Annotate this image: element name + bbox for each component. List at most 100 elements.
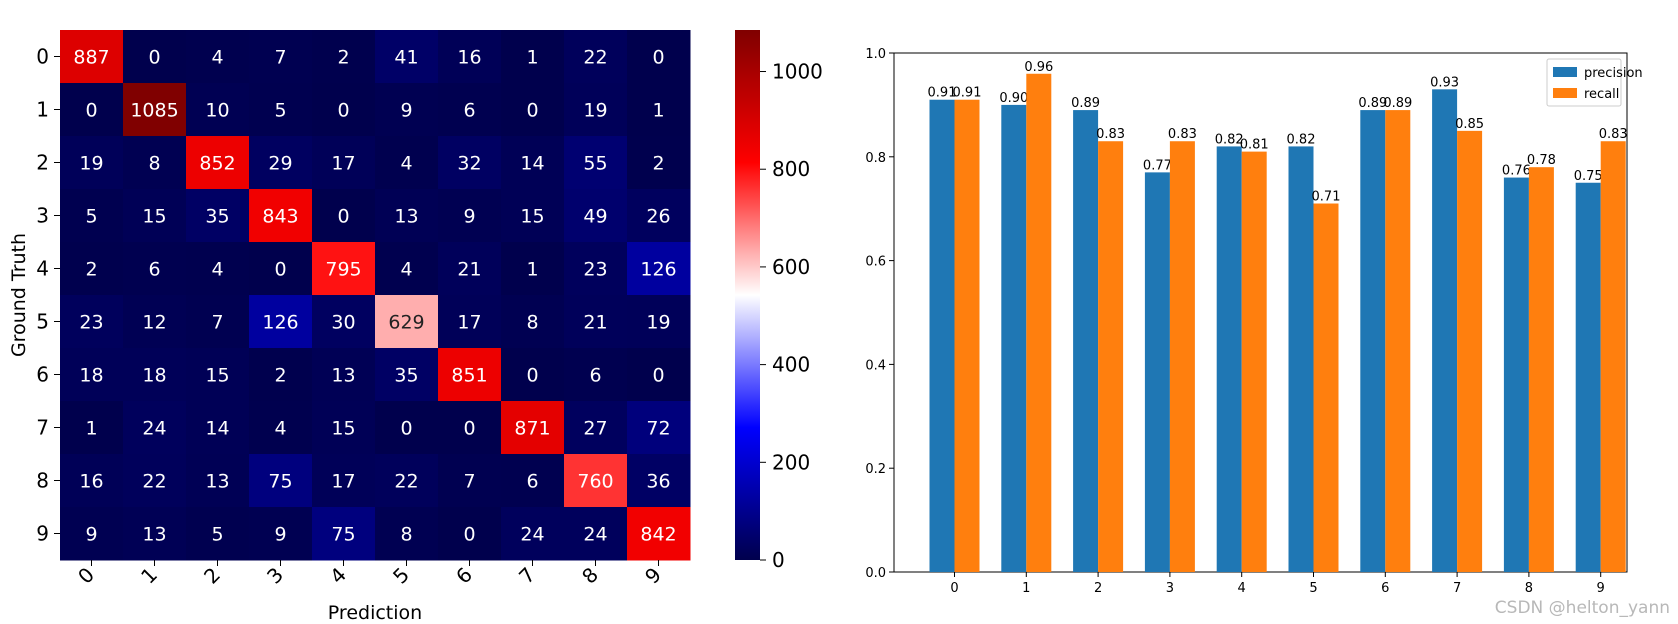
- x-tick-label: 8: [1525, 581, 1533, 596]
- heatmap-cell: [564, 136, 628, 190]
- x-tick-label: 7: [514, 563, 540, 589]
- heatmap-cell: [249, 401, 313, 455]
- cell-value-label: 843: [262, 206, 298, 228]
- heatmap-cell: [627, 348, 691, 402]
- heatmap-cell: [60, 30, 124, 84]
- recall-value-label: 0.83: [1096, 127, 1125, 142]
- y-tick-label: 0.0: [865, 566, 886, 581]
- cell-value-label: 32: [457, 153, 481, 175]
- heatmap-cell: [123, 507, 187, 561]
- heatmap-cell: [375, 454, 439, 508]
- cell-value-label: 0: [337, 100, 349, 122]
- heatmap-cell: [375, 83, 439, 137]
- cell-value-label: 8: [526, 312, 538, 334]
- recall-value-label: 0.85: [1455, 117, 1484, 132]
- y-tick-label: 1: [36, 98, 49, 122]
- heatmap-cell: [438, 136, 502, 190]
- cell-value-label: 10: [205, 100, 229, 122]
- recall-bar: [1098, 141, 1124, 573]
- heatmap-cell: [186, 507, 250, 561]
- heatmap-cell: [564, 401, 628, 455]
- cell-value-label: 21: [457, 259, 481, 281]
- cell-value-label: 760: [577, 471, 613, 493]
- cell-value-label: 2: [85, 259, 97, 281]
- cell-value-label: 0: [148, 47, 160, 69]
- legend-label: recall: [1584, 87, 1619, 102]
- cell-value-label: 0: [400, 418, 412, 440]
- heatmap-cell: [312, 401, 376, 455]
- cell-value-label: 0: [85, 100, 97, 122]
- heatmap-cell: [564, 189, 628, 243]
- heatmap-cell: [627, 242, 691, 296]
- cell-value-label: 6: [463, 100, 475, 122]
- precision-value-label: 0.89: [1358, 96, 1387, 111]
- heatmap-cell: [123, 401, 187, 455]
- cell-value-label: 13: [142, 524, 166, 546]
- heatmap-cell: [312, 136, 376, 190]
- heatmap-cell: [249, 242, 313, 296]
- cell-value-label: 0: [652, 365, 664, 387]
- recall-bar: [954, 99, 980, 573]
- heatmap-cell: [312, 295, 376, 349]
- heatmap-cell: [186, 454, 250, 508]
- cell-value-label: 842: [640, 524, 676, 546]
- cell-value-label: 6: [148, 259, 160, 281]
- precision-value-label: 0.93: [1430, 75, 1459, 90]
- cell-value-label: 13: [394, 206, 418, 228]
- cell-value-label: 15: [142, 206, 166, 228]
- x-tick-label: 3: [1166, 581, 1174, 596]
- cell-value-label: 1: [652, 100, 664, 122]
- cell-value-label: 22: [142, 471, 166, 493]
- cell-value-label: 27: [583, 418, 607, 440]
- heatmap-cell: [627, 401, 691, 455]
- heatmap-cell: [186, 242, 250, 296]
- y-tick-label: 0.4: [865, 358, 886, 373]
- heatmap-cell: [312, 189, 376, 243]
- heatmap-cell: [60, 295, 124, 349]
- cell-value-label: 19: [583, 100, 607, 122]
- cell-value-label: 4: [400, 259, 412, 281]
- legend-label: precision: [1584, 66, 1643, 81]
- y-tick-label: 0: [36, 45, 49, 69]
- cell-value-label: 15: [520, 206, 544, 228]
- recall-bar: [1528, 167, 1554, 572]
- cell-value-label: 8: [148, 153, 160, 175]
- cell-value-label: 75: [331, 524, 355, 546]
- cell-value-label: 0: [337, 206, 349, 228]
- colorbar: 0 200 400 600 800 1000: [735, 30, 823, 572]
- cell-value-label: 4: [211, 259, 223, 281]
- heatmap-cell: [564, 30, 628, 84]
- precision-bar: [929, 99, 955, 573]
- cell-value-label: 7: [274, 47, 286, 69]
- heatmap-cell: [312, 30, 376, 84]
- heatmap-cell: [123, 295, 187, 349]
- cell-value-label: 19: [79, 153, 103, 175]
- heatmap-cell: [60, 242, 124, 296]
- heatmap-cell: [249, 189, 313, 243]
- colorbar-tick-label: 1000: [772, 60, 823, 84]
- cell-value-label: 0: [526, 100, 538, 122]
- heatmap-cell: [249, 295, 313, 349]
- cell-value-label: 18: [142, 365, 166, 387]
- x-tick-label: 4: [325, 563, 351, 589]
- precision-bar: [1001, 104, 1027, 573]
- x-tick-label: 8: [577, 563, 603, 589]
- heatmap-cell: [375, 242, 439, 296]
- x-tick-label: 3: [262, 563, 288, 589]
- cell-value-label: 36: [646, 471, 670, 493]
- cell-value-label: 6: [526, 471, 538, 493]
- y-tick-label: 7: [36, 416, 49, 440]
- heatmap-cell: [123, 189, 187, 243]
- cell-value-label: 9: [400, 100, 412, 122]
- cell-value-label: 2: [274, 365, 286, 387]
- precision-value-label: 0.89: [1071, 96, 1100, 111]
- y-tick-label: 9: [36, 522, 49, 546]
- precision-recall-bar-chart: 0.0 0.2 0.4 0.6 0.8 1.0 0 0.910.91 1 0.90 0.96 2 0.8…: [865, 47, 1642, 596]
- cell-value-label: 35: [394, 365, 418, 387]
- precision-bar: [1575, 182, 1601, 572]
- precision-bar: [1503, 177, 1529, 572]
- x-tick-label: 1: [1022, 581, 1030, 596]
- y-tick-label: 5: [36, 310, 49, 334]
- recall-bar: [1313, 203, 1339, 572]
